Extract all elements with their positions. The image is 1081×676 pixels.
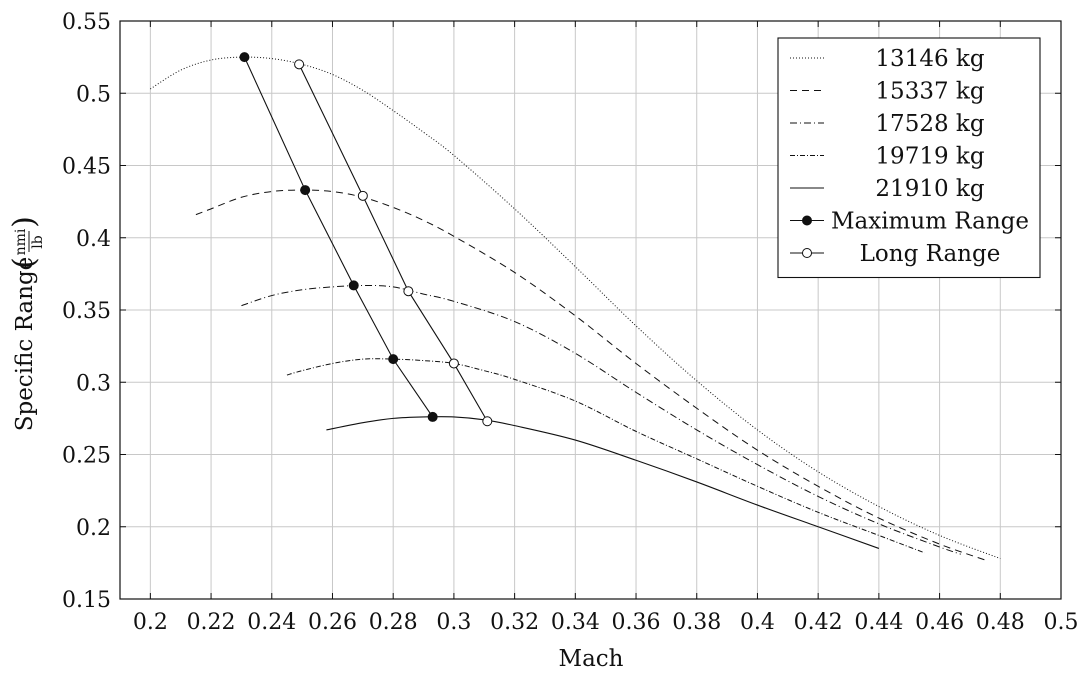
y-tick-label: 0.55 bbox=[62, 10, 111, 35]
x-tick-label: 0.36 bbox=[612, 610, 661, 635]
y-axis-label: Specific Range ( nmi lb ) bbox=[7, 216, 46, 431]
series-line bbox=[243, 56, 434, 418]
legend-entry: 21910 kg bbox=[790, 176, 985, 202]
x-tick-label: 0.4 bbox=[740, 610, 775, 635]
series-line bbox=[286, 358, 925, 554]
y-tick-label: 0.2 bbox=[76, 516, 111, 541]
x-tick-label: 0.32 bbox=[490, 610, 539, 635]
x-tick-label: 0.38 bbox=[672, 610, 721, 635]
series-long-range bbox=[294, 59, 493, 427]
legend-entry: Maximum Range bbox=[790, 209, 1029, 235]
plot-series bbox=[150, 52, 1001, 561]
x-tick-label: 0.44 bbox=[854, 610, 903, 635]
long-range-point bbox=[403, 286, 414, 297]
legend-box bbox=[777, 37, 1041, 279]
maximum-range-point bbox=[239, 52, 250, 63]
legend-label: Maximum Range bbox=[831, 209, 1029, 235]
x-tick-label: 0.48 bbox=[976, 610, 1025, 635]
x-tick-label: 0.28 bbox=[369, 610, 418, 635]
series-13146-kg bbox=[150, 56, 1001, 560]
series-line bbox=[195, 189, 986, 561]
series-19719-kg bbox=[286, 358, 925, 554]
legend-label: 13146 kg bbox=[875, 46, 984, 72]
legend-label: Long Range bbox=[860, 241, 1001, 267]
y-tick-label: 0.25 bbox=[62, 444, 111, 469]
legend-marker bbox=[802, 248, 812, 258]
long-range-point bbox=[448, 358, 459, 369]
long-range-point bbox=[294, 59, 305, 70]
y-axis-label-main: Specific Range bbox=[12, 257, 38, 432]
legend-label: 21910 kg bbox=[875, 176, 984, 202]
y-tick-label: 0.4 bbox=[76, 227, 111, 252]
x-tick-label: 0.42 bbox=[794, 610, 843, 635]
maximum-range-point bbox=[300, 185, 311, 196]
long-range-point bbox=[357, 190, 368, 201]
legend-label: 15337 kg bbox=[875, 79, 984, 105]
series-15337-kg bbox=[195, 189, 986, 561]
y-tick-label: 0.15 bbox=[62, 588, 111, 613]
x-tick-label: 0.26 bbox=[308, 610, 357, 635]
maximum-range-point bbox=[348, 280, 359, 291]
legend-label: 19719 kg bbox=[875, 144, 984, 170]
x-tick-label: 0.46 bbox=[915, 610, 964, 635]
legend-entry: Long Range bbox=[790, 241, 1000, 267]
y-axis-label-denominator: lb bbox=[30, 235, 46, 248]
y-tick-label: 0.45 bbox=[62, 155, 111, 180]
x-tick-label: 0.34 bbox=[551, 610, 600, 635]
y-tick-label: 0.5 bbox=[76, 82, 111, 107]
maximum-range-point bbox=[427, 411, 438, 422]
legend-marker bbox=[802, 215, 812, 226]
legend-label: 17528 kg bbox=[875, 111, 984, 137]
y-axis-label-paren-open: ( bbox=[7, 257, 42, 269]
series-maximum-range bbox=[239, 52, 438, 422]
maximum-range-point bbox=[388, 354, 399, 365]
y-tick-label: 0.3 bbox=[76, 371, 111, 396]
legend-entry: 17528 kg bbox=[790, 111, 985, 137]
x-tick-label: 0.24 bbox=[247, 610, 296, 635]
series-line bbox=[326, 416, 880, 549]
x-tick-labels: 0.2 0.22 0.24 0.26 0.28 0.3 0.32 0.34 0.36 0.38 0.… bbox=[133, 610, 1079, 635]
legend-entry: 13146 kg bbox=[790, 46, 985, 72]
series-21910-kg bbox=[326, 416, 880, 549]
y-tick-labels: 0.15 0.2 0.25 0.3 0.35 0.4 0.45 0.5 0.55 bbox=[62, 10, 111, 613]
long-range-point bbox=[482, 416, 493, 427]
x-tick-label: 0.5 bbox=[1044, 610, 1079, 635]
series-17528-kg bbox=[241, 284, 961, 555]
y-axis-label-numerator: nmi bbox=[13, 228, 29, 255]
legend-entry: 15337 kg bbox=[790, 79, 985, 105]
x-tick-label: 0.3 bbox=[436, 610, 471, 635]
y-tick-label: 0.35 bbox=[62, 299, 111, 324]
legend-entry: 19719 kg bbox=[790, 144, 985, 170]
legend: 13146 kg 15337 kg 17528 kg 19719 kg 21910 kg… bbox=[777, 37, 1041, 279]
series-line bbox=[150, 56, 1001, 560]
series-line bbox=[241, 284, 961, 555]
y-axis-label-paren-close: ) bbox=[7, 216, 42, 228]
x-tick-label: 0.22 bbox=[187, 610, 236, 635]
plot-frame bbox=[119, 20, 1062, 600]
x-axis-label: Mach bbox=[559, 646, 624, 672]
x-tick-label: 0.2 bbox=[133, 610, 168, 635]
